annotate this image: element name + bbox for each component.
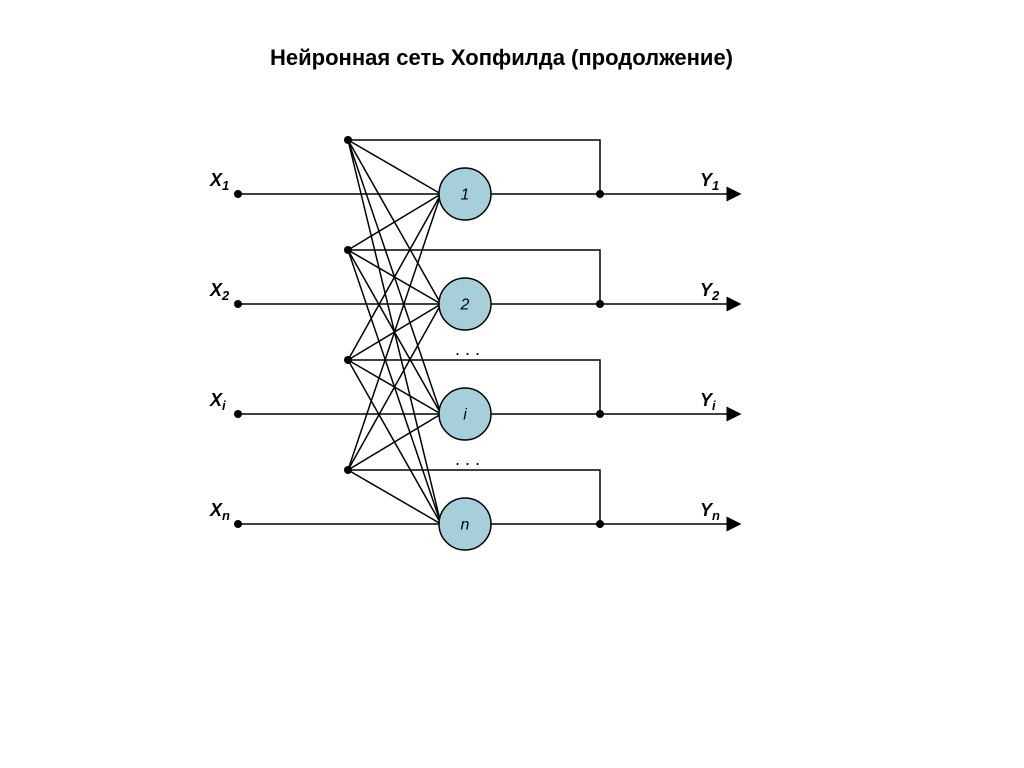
- input-dot: [234, 410, 242, 418]
- feedback-edge: [348, 194, 441, 470]
- ellipsis: . . .: [455, 449, 480, 469]
- output-label: Yn: [700, 500, 720, 523]
- output-label: Yi: [700, 390, 716, 413]
- input-label: X2: [209, 280, 230, 303]
- input-dot: [234, 190, 242, 198]
- neuron-label: n: [461, 517, 470, 534]
- feedback-edge: [348, 414, 441, 470]
- output-label: Y2: [700, 280, 720, 303]
- network-svg: X1 X2 Xi Xn Y1 Y2 Yi Yn 1 2 i n . . . . . .: [0, 0, 1024, 768]
- neuron-label: 1: [461, 187, 470, 204]
- neuron-label: 2: [460, 297, 470, 314]
- input-label: Xi: [209, 390, 226, 413]
- input-dot: [234, 520, 242, 528]
- feedback-edge: [348, 194, 441, 250]
- diagram-canvas: Нейронная сеть Хопфилда (продолжение) X1…: [0, 0, 1024, 768]
- input-label: Xn: [209, 500, 230, 523]
- output-label: Y1: [700, 170, 719, 193]
- neuron-label: i: [463, 407, 467, 424]
- feedback-edge: [348, 470, 441, 524]
- input-dot: [234, 300, 242, 308]
- feedback-edge: [348, 140, 441, 194]
- input-label: X1: [209, 170, 229, 193]
- ellipsis: . . .: [455, 339, 480, 359]
